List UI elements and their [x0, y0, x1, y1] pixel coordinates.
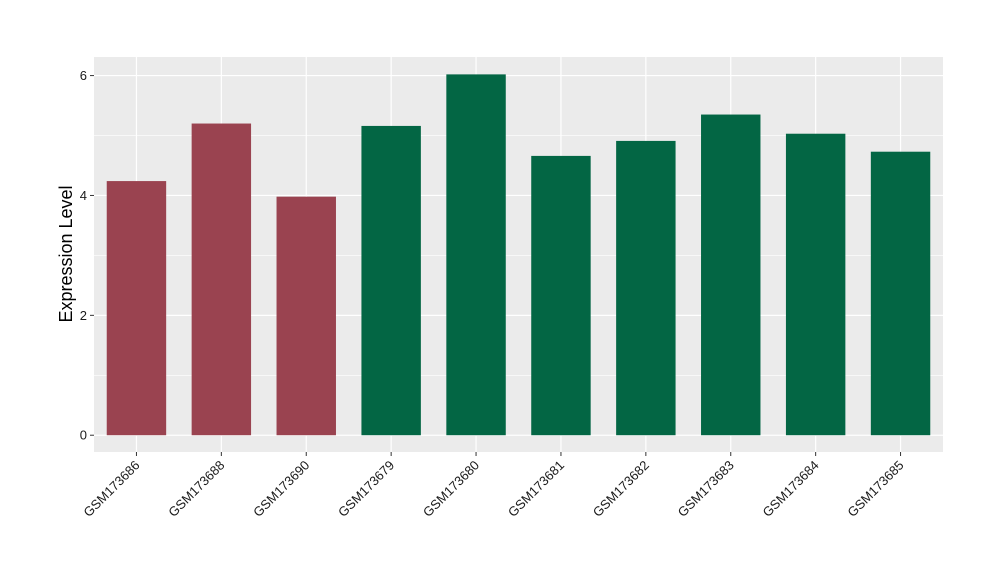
- x-tick-label: GSM173685: [844, 458, 906, 520]
- x-axis: GSM173686 GSM173688 GSM173690 GSM173679 GSM1…: [80, 452, 907, 520]
- y-axis-title: Expression Level: [56, 185, 76, 322]
- x-tick-label: GSM173690: [250, 458, 312, 520]
- y-tick-label: 4: [80, 188, 87, 203]
- x-tick-label: GSM173683: [675, 458, 737, 520]
- bar-gsm173685: [870, 151, 931, 436]
- bar-gsm173686: [106, 181, 167, 436]
- x-tick-label: GSM173684: [760, 458, 822, 520]
- x-tick-label: GSM173681: [505, 458, 567, 520]
- x-tick-label: GSM173686: [80, 458, 142, 520]
- bar-gsm173679: [361, 125, 421, 436]
- x-tick-label: GSM173680: [420, 458, 482, 520]
- bars: [106, 74, 931, 436]
- bar-gsm173680: [446, 74, 506, 436]
- y-tick-label: 0: [80, 428, 87, 443]
- bar-gsm173688: [191, 123, 252, 436]
- x-tick-label: GSM173688: [165, 458, 227, 520]
- bar-gsm173684: [785, 133, 846, 436]
- bar-gsm173690: [276, 196, 336, 436]
- y-tick-label: 2: [80, 308, 87, 323]
- x-tick-label: GSM173682: [590, 458, 652, 520]
- bar-gsm173682: [616, 140, 676, 436]
- bar-gsm173681: [531, 155, 591, 436]
- bar-gsm173683: [701, 114, 761, 436]
- y-tick-label: 6: [80, 68, 87, 83]
- y-axis: 0 2 4 6: [80, 68, 94, 443]
- x-tick-label: GSM173679: [335, 458, 397, 520]
